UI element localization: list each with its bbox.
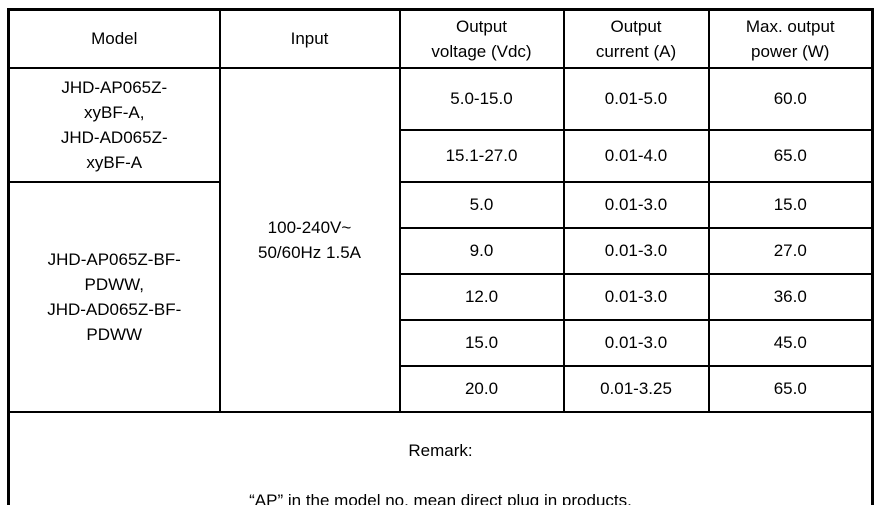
power-cell: 15.0: [707, 180, 874, 229]
power-cell: 27.0: [707, 226, 874, 275]
column-header-input: Input: [218, 8, 401, 69]
remark-cell: Remark: “AP” in the model no. mean direc…: [7, 410, 874, 505]
table-row: 15.1-27.0 0.01-4.0 65.0: [9, 128, 874, 183]
header-row: Model Input Output voltage (Vdc) Output …: [7, 8, 874, 69]
column-header-power: Max. output power (W): [707, 8, 874, 69]
current-cell: 0.01-3.25: [562, 364, 710, 413]
remark-line-1: “AP” in the model no. mean direct plug i…: [249, 490, 632, 505]
current-cell: 0.01-3.0: [562, 180, 710, 229]
remark-title: Remark:: [408, 440, 473, 460]
current-cell: 0.01-3.0: [562, 318, 710, 367]
table-row: JHD-AP065Z- xyBF-A, JHD-AD065Z- xyBF-A 1…: [7, 66, 874, 413]
current-cell: 0.01-3.0: [562, 226, 710, 275]
table-row: JHD-AP065Z-BF- PDWW, JHD-AD065Z-BF- PDWW…: [7, 180, 874, 413]
power-cell: 45.0: [707, 318, 874, 367]
current-cell: 0.01-5.0: [562, 66, 710, 131]
model-group-1-cell: JHD-AP065Z- xyBF-A, JHD-AD065Z- xyBF-A: [7, 66, 221, 183]
current-cell: 0.01-3.0: [562, 272, 710, 321]
power-cell: 65.0: [707, 364, 874, 413]
voltage-cell: 20.0: [398, 364, 565, 413]
column-header-current: Output current (A): [562, 8, 710, 69]
table-row: 12.0 0.01-3.0 36.0: [9, 272, 874, 321]
voltage-cell: 15.0: [398, 318, 565, 367]
voltage-cell: 5.0: [398, 180, 565, 229]
table-row: 9.0 0.01-3.0 27.0: [9, 226, 874, 275]
power-spec-table: Model Input Output voltage (Vdc) Output …: [7, 8, 874, 505]
voltage-cell: 9.0: [398, 226, 565, 275]
voltage-cell: 5.0-15.0: [398, 66, 565, 131]
power-cell: 60.0: [707, 66, 874, 131]
column-header-voltage: Output voltage (Vdc): [398, 8, 565, 69]
remark-row: Remark: “AP” in the model no. mean direc…: [7, 410, 874, 505]
table-row: 15.0 0.01-3.0 45.0: [9, 318, 874, 367]
voltage-cell: 12.0: [398, 272, 565, 321]
current-cell: 0.01-4.0: [562, 128, 710, 183]
model-group-2-cell: JHD-AP065Z-BF- PDWW, JHD-AD065Z-BF- PDWW: [7, 180, 221, 413]
power-cell: 36.0: [707, 272, 874, 321]
voltage-cell: 15.1-27.0: [398, 128, 565, 183]
column-header-model: Model: [7, 8, 221, 69]
input-cell: 100-240V~ 50/60Hz 1.5A: [218, 66, 401, 413]
table-row: 20.0 0.01-3.25 65.0: [9, 364, 874, 413]
power-cell: 65.0: [707, 128, 874, 183]
